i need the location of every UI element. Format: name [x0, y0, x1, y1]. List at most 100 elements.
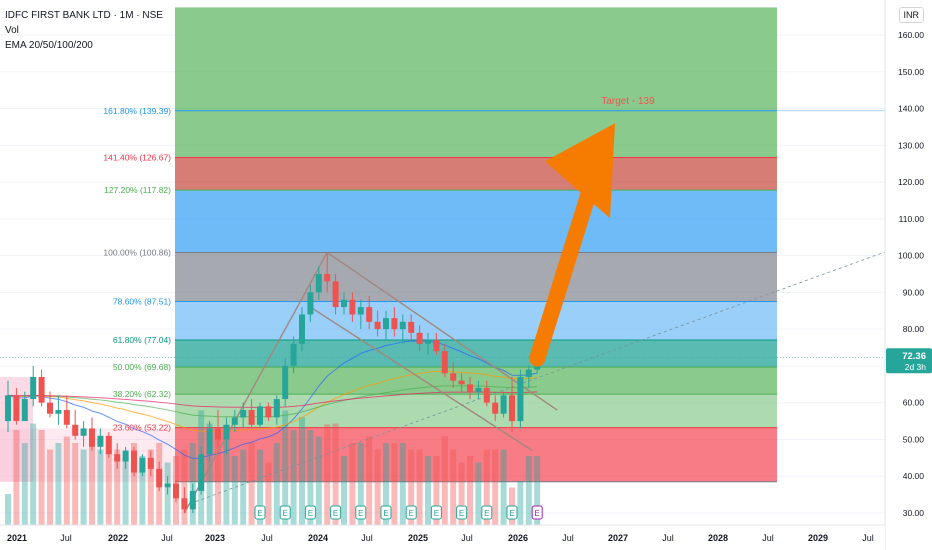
earnings-marker: E	[254, 505, 266, 520]
fibonacci-zones	[0, 7, 885, 483]
volume-bar	[492, 449, 499, 525]
x-tick-label: Jul	[562, 533, 574, 543]
fib-label: 100.00% (100.86)	[103, 247, 171, 257]
volume-bar	[299, 417, 305, 525]
earnings-marker: E	[456, 505, 468, 520]
arrow-head	[545, 123, 615, 219]
volume-bar	[105, 449, 112, 525]
earnings-marker: E	[405, 505, 417, 520]
volume-bar	[517, 481, 524, 525]
ema-lines	[7, 340, 538, 460]
price-axis: 30.0040.0050.0060.0070.0080.0090.00100.0…	[884, 0, 932, 550]
candle-body	[72, 424, 79, 436]
earnings-marker: E	[279, 505, 291, 520]
volume-bar	[458, 462, 465, 525]
volume-bar	[97, 449, 104, 525]
candle-body	[299, 314, 305, 344]
earnings-box	[531, 505, 543, 520]
earnings-letter: E	[434, 509, 439, 518]
earnings-box	[279, 505, 291, 520]
target-arrow[interactable]: Target - 139	[529, 96, 655, 367]
candle-body	[441, 351, 448, 374]
candle-body	[5, 395, 11, 422]
y-tick-label: 120.00	[898, 177, 924, 187]
time-axis: 2021 Jul 2022 Jul 2023 Jul 2024 Jul 2025 Jul 2026 J…	[0, 524, 885, 550]
candle-body	[223, 424, 230, 440]
candle-body	[467, 384, 473, 392]
volume-bar	[231, 456, 238, 525]
volume-bar	[47, 449, 53, 525]
volume-bar	[282, 410, 289, 525]
volume-bar	[248, 443, 255, 525]
volume-bar	[433, 456, 440, 525]
volume-bar	[525, 456, 532, 525]
fib-label: 61.80% (77.04)	[113, 335, 171, 345]
y-tick-label: 30.00	[903, 508, 925, 518]
earnings-letter: E	[459, 509, 464, 518]
volume-bar	[30, 423, 37, 525]
earnings-box	[456, 505, 468, 520]
fib-label: 161.80% (139.39)	[103, 106, 171, 116]
legend-ema[interactable]: EMA 20/50/100/200	[5, 40, 93, 51]
volume-bar	[425, 456, 431, 525]
earnings-box	[330, 505, 342, 520]
candles	[5, 252, 541, 513]
earnings-letter: E	[283, 509, 288, 518]
earnings-letter: E	[409, 509, 414, 518]
volume-bar	[332, 423, 339, 525]
last-price-tag	[886, 348, 932, 374]
earnings-box	[380, 505, 392, 520]
fib-zone	[175, 7, 777, 111]
candle-body	[383, 318, 389, 330]
candle-body	[509, 395, 515, 422]
candle-body	[131, 450, 137, 473]
volume-bar	[147, 449, 154, 525]
candle-body	[30, 376, 37, 400]
candle-body	[349, 299, 356, 315]
currency-label[interactable]: INR	[898, 7, 924, 23]
volume-bar	[475, 462, 482, 525]
fib-zone	[175, 157, 777, 191]
candle-body	[122, 450, 129, 462]
earnings-box	[254, 505, 266, 520]
candle-body	[408, 321, 415, 333]
volume-bar	[399, 443, 406, 525]
time-axis-background	[0, 525, 885, 550]
volume-bar	[206, 423, 213, 525]
volume-bar	[391, 443, 398, 525]
earnings-letter: E	[257, 509, 262, 518]
y-tick-label: 150.00	[898, 67, 924, 77]
volume-bars	[5, 410, 541, 525]
candle-body	[492, 402, 499, 414]
volume-bar	[349, 443, 356, 525]
legend-volume[interactable]: Vol	[5, 25, 19, 36]
x-tick-label: 2021	[7, 533, 27, 543]
candle-body	[181, 498, 188, 510]
chart-legend: IDFC FIRST BANK LTD · 1M · NSE Vol EMA 2…	[5, 8, 163, 53]
x-tick-label: Jul	[862, 533, 874, 543]
candle-body	[231, 417, 238, 425]
y-tick-label: 140.00	[898, 104, 924, 114]
candle-body	[374, 321, 381, 330]
legend-title[interactable]: IDFC FIRST BANK LTD · 1M · NSE	[5, 10, 163, 21]
candle-body	[38, 376, 45, 403]
candle-body	[265, 406, 272, 418]
fib-zone	[175, 252, 777, 302]
volume-bar	[181, 449, 188, 525]
volume-bar	[366, 436, 373, 525]
x-tick-label: Jul	[461, 533, 473, 543]
earnings-letter: E	[308, 509, 313, 518]
candle-body	[240, 410, 247, 418]
candle-body	[89, 428, 95, 447]
volume-bar	[5, 494, 11, 525]
candle-body	[525, 369, 532, 377]
volume-bar	[114, 449, 121, 525]
candle-body	[458, 380, 465, 385]
earnings-box	[355, 505, 367, 520]
y-tick-label: 130.00	[898, 140, 924, 150]
candle-body	[517, 376, 524, 422]
volume-bar	[307, 430, 314, 525]
volume-bar	[290, 430, 297, 525]
